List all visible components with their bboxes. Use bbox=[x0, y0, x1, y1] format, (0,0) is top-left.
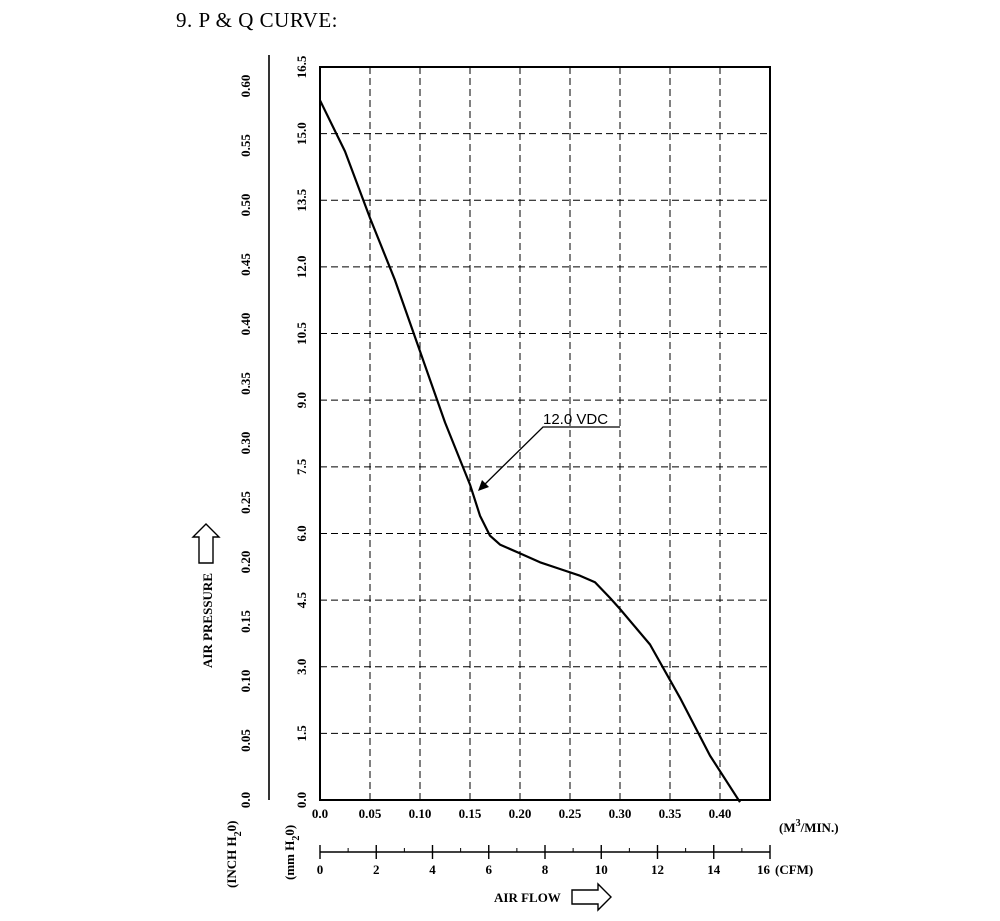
x-tick-label-cfm: 16 bbox=[757, 862, 771, 877]
y-axis-title: AIR PRESSURE bbox=[200, 573, 215, 668]
x-tick-label-m3: 0.05 bbox=[359, 806, 382, 821]
grid-lines bbox=[320, 67, 770, 800]
series-line-12vdc bbox=[319, 99, 741, 803]
x-tick-label-cfm: 6 bbox=[486, 862, 493, 877]
y-tick-label-mm: 0.0 bbox=[294, 792, 309, 808]
x-tick-label-m3: 0.25 bbox=[559, 806, 582, 821]
y-tick-label-inch: 0.10 bbox=[238, 670, 253, 693]
x-tick-label-cfm: 12 bbox=[651, 862, 664, 877]
page-heading: 9. P & Q CURVE: bbox=[176, 8, 338, 32]
x-tick-label-m3: 0.20 bbox=[509, 806, 532, 821]
x-tick-label-m3: 0.30 bbox=[609, 806, 632, 821]
y-tick-label-mm: 4.5 bbox=[294, 591, 309, 608]
x-tick-label-m3: 0.0 bbox=[312, 806, 328, 821]
y-tick-label-inch: 0.45 bbox=[238, 253, 253, 276]
right-arrow-icon bbox=[571, 882, 612, 912]
y-tick-label-inch: 0.50 bbox=[238, 194, 253, 217]
y-tick-label-mm: 13.5 bbox=[294, 188, 309, 211]
x-tick-label-cfm: 14 bbox=[707, 862, 721, 877]
plot-frame bbox=[319, 66, 771, 801]
series-label-arrowhead bbox=[478, 480, 489, 491]
x-unit-cfm: (CFM) bbox=[775, 862, 813, 877]
y-tick-label-mm: 12.0 bbox=[294, 256, 309, 279]
x-tick-label-cfm: 2 bbox=[373, 862, 380, 877]
y-tick-label-inch: 0.60 bbox=[238, 75, 253, 98]
y-tick-label-mm: 16.5 bbox=[294, 55, 309, 78]
y-tick-label-inch: 0.55 bbox=[238, 134, 253, 157]
y-tick-label-mm: 1.5 bbox=[294, 725, 309, 742]
y-tick-label-mm: 9.0 bbox=[294, 392, 309, 408]
y-tick-label-inch: 0.0 bbox=[238, 792, 253, 808]
x-axis-title: AIR FLOW bbox=[494, 890, 561, 905]
y-tick-label-mm: 6.0 bbox=[294, 525, 309, 541]
x-unit-m3: (M3/MIN.) bbox=[779, 818, 839, 835]
series-label-leader bbox=[479, 426, 620, 490]
y-tick-label-mm: 15.0 bbox=[294, 122, 309, 145]
y-tick-label-inch: 0.05 bbox=[238, 729, 253, 752]
x-tick-label-cfm: 4 bbox=[429, 862, 436, 877]
y-tick-label-inch: 0.15 bbox=[238, 610, 253, 633]
cfm-axis: 0 2 4 6 8 10 12 14 16 bbox=[317, 845, 771, 877]
y-unit-inch: (INCH H20) bbox=[224, 821, 244, 888]
x-tick-label-cfm: 0 bbox=[317, 862, 324, 877]
y-tick-label-inch: 0.30 bbox=[238, 432, 253, 455]
y-tick-label-mm: 3.0 bbox=[294, 659, 309, 675]
x-tick-label-cfm: 10 bbox=[595, 862, 608, 877]
y-unit-mm: (mm H20) bbox=[282, 825, 302, 880]
y-tick-label-inch: 0.40 bbox=[238, 313, 253, 336]
tick-labels: 0.0 0.05 0.10 0.15 0.20 0.25 0.30 0.35 0.40 0.0 1.… bbox=[238, 55, 731, 821]
up-arrow-icon bbox=[191, 523, 221, 564]
x-tick-label-m3: 0.10 bbox=[409, 806, 432, 821]
x-tick-label-m3: 0.35 bbox=[659, 806, 682, 821]
series-label: 12.0 VDC bbox=[543, 411, 608, 428]
x-tick-label-m3: 0.40 bbox=[709, 806, 732, 821]
y-tick-label-inch: 0.20 bbox=[238, 551, 253, 574]
x-tick-label-cfm: 8 bbox=[542, 862, 549, 877]
x-tick-label-m3: 0.15 bbox=[459, 806, 482, 821]
y-tick-label-inch: 0.25 bbox=[238, 491, 253, 514]
curve-layer bbox=[319, 99, 741, 803]
y-tick-label-mm: 10.5 bbox=[294, 322, 309, 345]
y-tick-label-inch: 0.35 bbox=[238, 372, 253, 395]
y-tick-label-mm: 7.5 bbox=[294, 458, 309, 475]
